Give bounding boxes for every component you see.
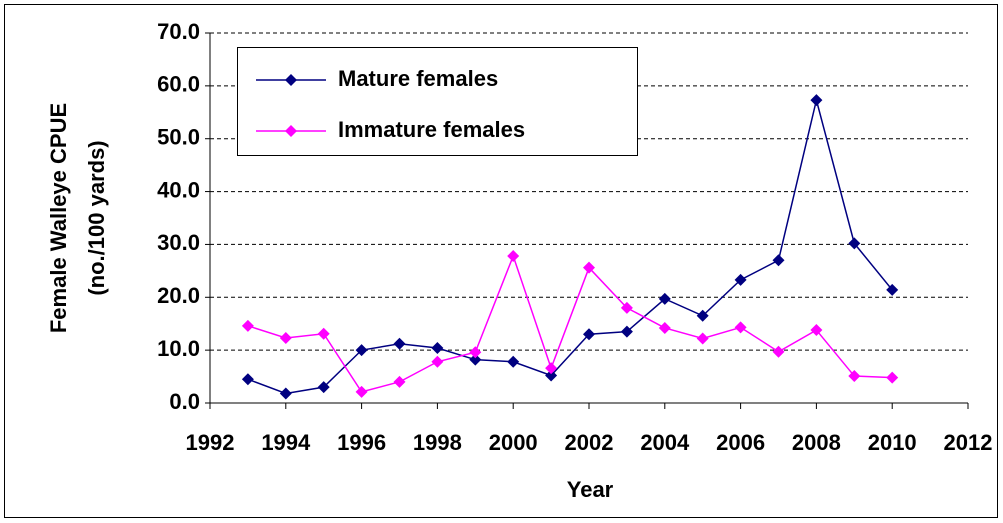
x-tick-label: 1998 [413,430,462,455]
data-point [696,309,709,322]
legend-marker [285,74,297,86]
y-tick-label: 20.0 [157,283,200,308]
data-point [279,387,292,400]
data-point [848,370,861,383]
data-point [658,321,671,334]
y-tick-label: 70.0 [157,19,200,44]
data-point [507,250,520,263]
data-point [734,273,747,286]
data-point [848,237,861,250]
data-point [241,373,254,386]
y-tick-label: 50.0 [157,125,200,150]
y-tick-label: 60.0 [157,72,200,97]
data-point [772,254,785,267]
data-point [583,328,595,341]
data-point [583,261,595,274]
legend-label: Mature females [338,66,498,91]
x-tick-label: 1992 [186,430,235,455]
x-tick-label: 2006 [716,430,765,455]
x-tick-label: 2004 [640,430,690,455]
data-point [469,346,482,359]
legend-box [237,47,638,156]
data-point [393,375,406,388]
y-tick-label: 40.0 [157,177,200,202]
x-tick-label: 1996 [337,430,386,455]
data-point [507,355,520,368]
data-point [317,327,330,340]
data-point [355,344,368,357]
data-point [545,362,558,375]
data-point [545,369,558,382]
data-point [886,283,899,296]
x-tick-label: 2010 [868,430,917,455]
data-point [734,321,747,334]
y-tick-label: 10.0 [157,336,200,361]
x-tick-label: 2012 [944,430,993,455]
data-point [810,94,823,107]
data-point [658,292,671,305]
data-point [469,353,482,366]
data-point [886,371,899,384]
x-axis-label: Year [567,477,614,502]
y-axis-label: (no./100 yards) [84,140,109,295]
data-point [355,385,368,398]
x-tick-label: 2002 [565,430,614,455]
data-point [431,355,444,368]
x-tick-label: 2008 [792,430,841,455]
y-tick-label: 30.0 [157,230,200,255]
data-point [317,381,330,394]
data-point [620,301,633,314]
y-tick-label: 0.0 [169,389,200,414]
legend-marker [285,125,297,137]
data-point [241,319,254,332]
data-point [696,332,709,345]
data-point [772,345,785,358]
x-tick-label: 2000 [489,430,538,455]
x-tick-label: 1994 [261,430,311,455]
data-point [810,324,823,337]
data-point [620,325,633,338]
data-point [393,337,406,350]
series-line [247,253,893,393]
y-axis-label: Female Walleye CPUE [46,103,71,333]
data-point [431,342,444,355]
data-point [279,331,292,344]
legend-label: Immature females [338,117,525,142]
series-line [247,99,893,395]
